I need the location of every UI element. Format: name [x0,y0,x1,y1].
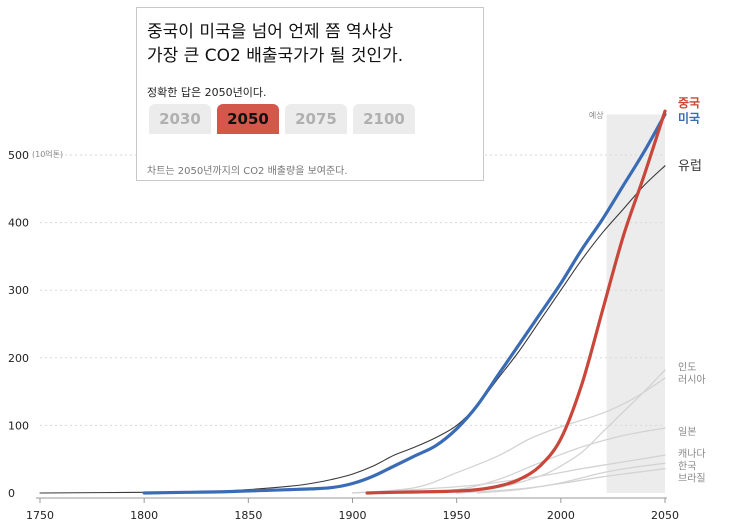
y-tick-200: 200 [8,352,29,365]
series-line-others-한국 [476,462,666,494]
y-axis-unit: (10억톤) [32,149,63,159]
x-tick-2050: 2050 [651,509,679,522]
series-label-한국: 한국 [678,460,696,472]
y-tick-500: 500 [8,149,29,162]
series-line-others-브라질 [456,468,666,494]
option-button-2075[interactable]: 2075 [285,104,347,134]
series-label-인도: 인도 [678,362,696,374]
option-button-2030[interactable]: 2030 [149,104,211,134]
series-line-others-러시아 [351,377,666,494]
x-tick-1800: 1800 [130,509,158,522]
series-label-미국: 미국 [678,110,700,125]
option-button-2100[interactable]: 2100 [353,104,415,134]
forecast-band [606,114,665,493]
series-label-유럽: 유럽 [678,159,702,174]
question-title-line-1: 중국이 미국을 넘어 언제 쯤 역사상 [147,22,393,42]
forecast-label: 예상 [589,110,604,120]
question-title: 중국이 미국을 넘어 언제 쯤 역사상 가장 큰 CO2 배출국가가 될 것인가… [147,20,477,68]
series-label-일본: 일본 [678,426,696,438]
y-tick-100: 100 [8,419,29,432]
option-button-2050[interactable]: 2050 [217,104,279,134]
x-tick-1750: 1750 [26,509,54,522]
series-line-usa-미국 [142,112,667,495]
y-tick-0: 0 [8,487,15,500]
series-line-others-인도 [456,369,666,494]
series-line-china-중국 [365,109,667,495]
series-label-브라질: 브라질 [678,472,706,484]
x-tick-1950: 1950 [443,509,471,522]
chart-caption: 차트는 2050년까지의 CO2 배출량을 보여준다. [147,166,348,177]
x-tick-1900: 1900 [339,509,367,522]
series-label-중국: 중국 [678,96,700,110]
answer-text: 정확한 답은 2050년이다. [147,86,267,99]
y-tick-300: 300 [8,284,29,297]
series-label-러시아: 러시아 [678,374,706,386]
x-tick-2000: 2000 [547,509,575,522]
question-title-line-2: 가장 큰 CO2 배출국가가 될 것인가. [147,46,404,66]
question-box: 중국이 미국을 넘어 언제 쯤 역사상 가장 큰 CO2 배출국가가 될 것인가… [136,7,484,181]
y-tick-400: 400 [8,217,29,230]
series-line-others-캐나다 [351,454,666,494]
series-line-europe-유럽 [39,165,666,494]
x-tick-1850: 1850 [234,509,262,522]
series-label-캐나다: 캐나다 [678,448,706,460]
